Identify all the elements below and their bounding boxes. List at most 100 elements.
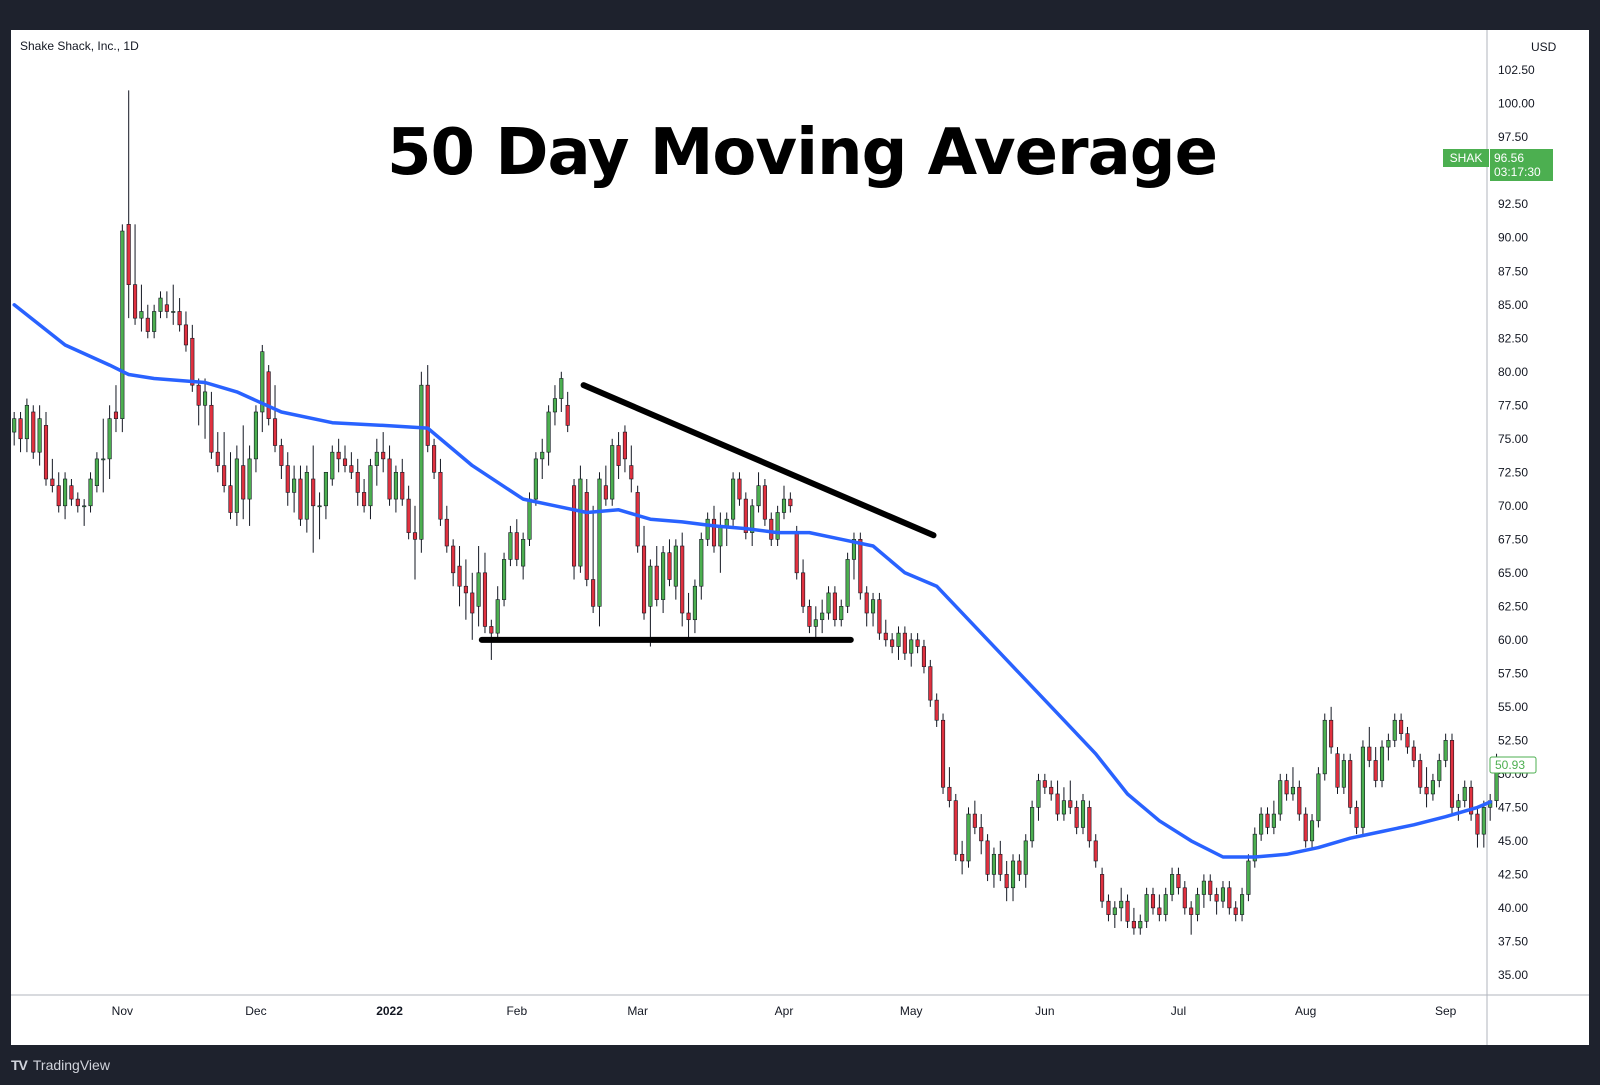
candle-body[interactable] — [578, 478, 583, 567]
candle-body[interactable] — [616, 445, 621, 466]
candle-body[interactable] — [438, 471, 443, 520]
candle-body[interactable] — [514, 532, 519, 560]
candle-body[interactable] — [1220, 887, 1226, 902]
candle-body[interactable] — [1042, 780, 1047, 788]
candle-body[interactable] — [1112, 907, 1117, 915]
candle-body[interactable] — [1080, 800, 1086, 828]
candle-body[interactable] — [362, 492, 367, 507]
candle-body[interactable] — [292, 478, 297, 493]
candle-body[interactable] — [1424, 786, 1429, 795]
moving-average-line[interactable] — [12, 303, 1492, 859]
candle-body[interactable] — [355, 471, 360, 493]
candle-body[interactable] — [960, 853, 965, 862]
candle-body[interactable] — [50, 478, 55, 486]
candle-body[interactable] — [820, 612, 825, 621]
candle-body[interactable] — [304, 471, 309, 520]
candle-body[interactable] — [565, 404, 570, 426]
candle-body[interactable] — [781, 498, 787, 513]
candle-body[interactable] — [1068, 800, 1073, 808]
candle-body[interactable] — [552, 398, 558, 413]
candle-body[interactable] — [921, 646, 927, 667]
candle-body[interactable] — [985, 840, 990, 875]
candle-body[interactable] — [88, 478, 93, 507]
candle-body[interactable] — [928, 666, 933, 701]
candle-body[interactable] — [540, 451, 545, 460]
candle-body[interactable] — [323, 471, 328, 507]
candle-body[interactable] — [521, 539, 526, 567]
candle-body[interactable] — [851, 539, 857, 560]
candle-body[interactable] — [1278, 780, 1283, 815]
candle-body[interactable] — [260, 351, 265, 413]
candle-body[interactable] — [826, 592, 831, 614]
candle-body[interactable] — [101, 458, 106, 461]
candle-body[interactable] — [686, 612, 691, 621]
candle-body[interactable] — [813, 619, 818, 627]
candle-body[interactable] — [63, 478, 68, 507]
candle-body[interactable] — [342, 458, 348, 466]
candle-body[interactable] — [705, 518, 710, 540]
candle-body[interactable] — [489, 626, 494, 634]
candle-body[interactable] — [374, 451, 379, 466]
candle-body[interactable] — [502, 559, 507, 600]
candle-body[interactable] — [871, 599, 876, 614]
candle-body[interactable] — [1246, 860, 1251, 895]
candle-body[interactable] — [1418, 760, 1423, 788]
candle-body[interactable] — [1348, 760, 1353, 808]
candle-body[interactable] — [661, 552, 666, 600]
candle-body[interactable] — [775, 512, 780, 540]
candle-body[interactable] — [336, 451, 341, 460]
candle-body[interactable] — [750, 505, 755, 533]
candle-body[interactable] — [12, 418, 17, 433]
candle-body[interactable] — [1106, 900, 1111, 915]
candle-body[interactable] — [75, 498, 80, 507]
candle-body[interactable] — [69, 485, 74, 500]
candle-body[interactable] — [1367, 746, 1372, 761]
candle-body[interactable] — [832, 592, 837, 621]
candle-body[interactable] — [406, 498, 411, 533]
candle-body[interactable] — [1322, 719, 1327, 775]
candle-body[interactable] — [457, 565, 462, 587]
candle-body[interactable] — [883, 632, 888, 641]
candle-body[interactable] — [82, 505, 87, 508]
candle-body[interactable] — [1373, 760, 1378, 781]
candle-body[interactable] — [1316, 773, 1321, 822]
last-price-box[interactable] — [1489, 756, 1537, 774]
candle-body[interactable] — [1170, 874, 1175, 895]
candle-body[interactable] — [387, 458, 392, 500]
candle-body[interactable] — [711, 518, 717, 547]
candle-body[interactable] — [1481, 807, 1486, 835]
candle-body[interactable] — [164, 304, 169, 312]
candle-body[interactable] — [1265, 813, 1270, 828]
candle-body[interactable] — [463, 585, 468, 594]
candle-body[interactable] — [31, 411, 36, 453]
candle-body[interactable] — [559, 378, 564, 399]
candle-body[interactable] — [139, 311, 144, 319]
candle-body[interactable] — [1061, 800, 1066, 815]
candle-body[interactable] — [762, 485, 767, 520]
candle-body[interactable] — [311, 478, 316, 507]
candle-body[interactable] — [896, 632, 901, 647]
tradingview-logo-icon[interactable]: TV — [11, 1057, 28, 1073]
candle-body[interactable] — [145, 317, 150, 332]
candle-body[interactable] — [120, 230, 125, 419]
candle-body[interactable] — [731, 478, 736, 520]
candle-body[interactable] — [769, 518, 774, 540]
candle-body[interactable] — [1125, 900, 1130, 922]
candle-body[interactable] — [177, 311, 182, 326]
candle-body[interactable] — [126, 224, 131, 285]
candle-body[interactable] — [209, 404, 214, 453]
candle-body[interactable] — [196, 384, 201, 406]
candle-body[interactable] — [368, 465, 373, 507]
candle-body[interactable] — [1093, 840, 1098, 862]
candle-body[interactable] — [247, 458, 252, 500]
candle-body[interactable] — [234, 458, 239, 513]
candle-body[interactable] — [591, 579, 596, 607]
candle-body[interactable] — [266, 371, 271, 419]
chart-panel[interactable]: 35.00 37.50 40.00 42.50 45.00 47.50 50.00 52.50… — [11, 30, 1589, 1045]
candle-body[interactable] — [1163, 894, 1168, 915]
candle-body[interactable] — [667, 552, 672, 580]
candle-body[interactable] — [1475, 813, 1480, 835]
candle-body[interactable] — [629, 465, 634, 480]
candle-body[interactable] — [953, 800, 958, 855]
candle-body[interactable] — [1392, 719, 1397, 741]
